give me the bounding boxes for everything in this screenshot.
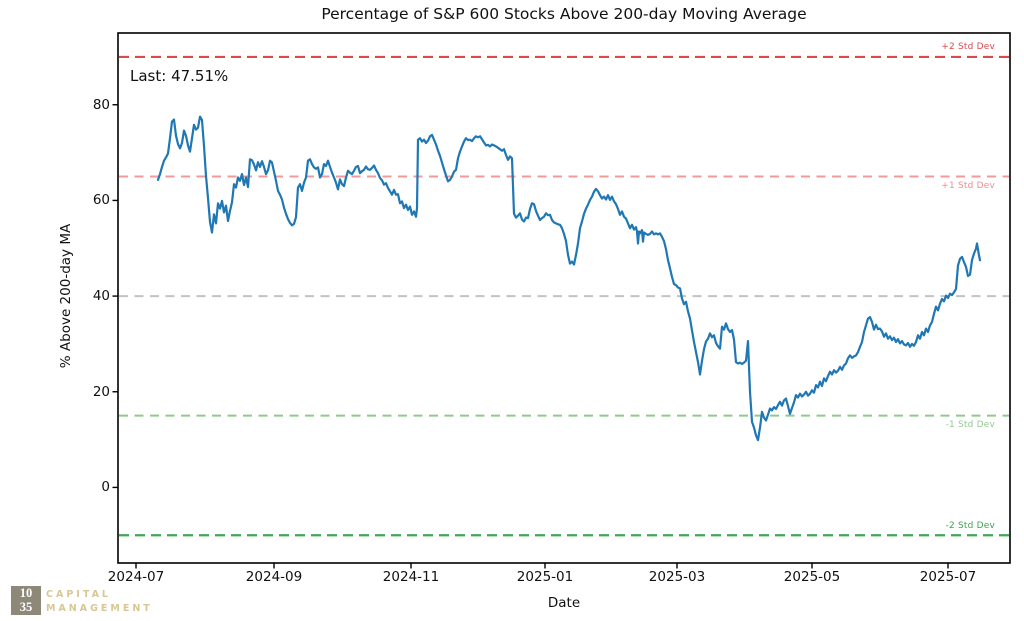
reference-line-label: +2 Std Dev (941, 42, 995, 53)
x-tick-label: 2025-03 (648, 569, 706, 585)
logo-name-line2: MANAGEMENT (46, 602, 153, 614)
logo-mark-top: 10 (19, 586, 33, 600)
x-tick-label: 2025-05 (783, 569, 841, 585)
reference-line-label: -2 Std Dev (945, 520, 995, 531)
y-tick-label: 60 (92, 192, 110, 209)
x-tick-label: 2024-07 (107, 569, 165, 585)
plot-border (117, 32, 1011, 564)
y-tick-label: 40 (92, 288, 110, 305)
reference-line-label: +1 Std Dev (941, 181, 995, 191)
company-logo: 10 35 CAPITAL MANAGEMENT (11, 586, 153, 615)
logo-mark-bottom: 35 (19, 599, 33, 614)
x-tick-label: 2025-01 (516, 569, 574, 585)
logo-wordmark: CAPITAL MANAGEMENT (46, 588, 153, 615)
y-tick-label: 80 (92, 96, 110, 113)
logo-name-line1: CAPITAL (46, 589, 111, 600)
x-tick-label: 2024-09 (245, 569, 303, 585)
x-tick-label: 2024-11 (382, 569, 440, 585)
x-tick-label: 2025-07 (919, 569, 977, 585)
chart-title: Percentage of S&P 600 Stocks Above 200-d… (321, 5, 807, 23)
logo-mark: 10 35 (11, 586, 41, 615)
x-axis-label: Date (547, 595, 581, 611)
reference-line-label: -1 Std Dev (945, 420, 995, 431)
series-line (156, 115, 982, 442)
y-tick-label: 0 (101, 479, 110, 496)
last-value-annotation: Last: 47.51% (130, 67, 229, 85)
y-tick-label: 20 (92, 383, 110, 400)
